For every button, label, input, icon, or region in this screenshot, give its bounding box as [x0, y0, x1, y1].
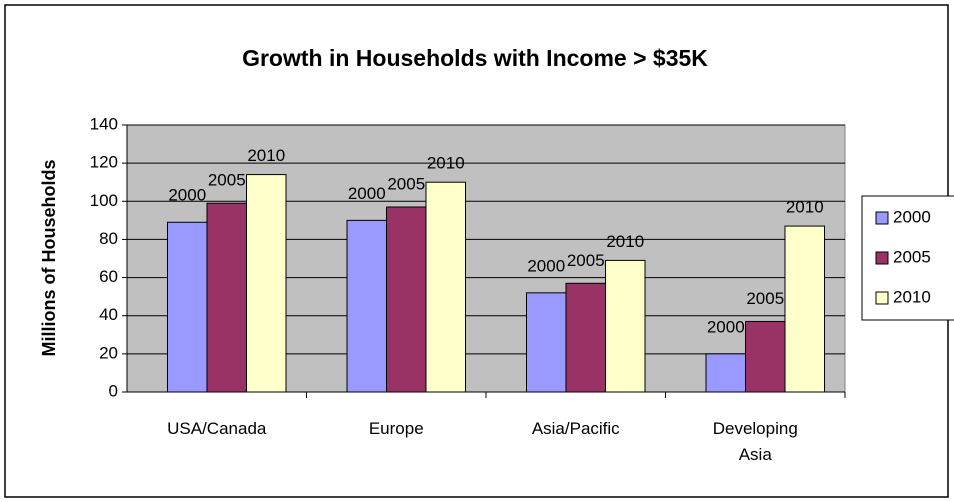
x-tick-label: Developing Asia — [712, 419, 798, 464]
y-tick-label: 20 — [99, 343, 118, 362]
bar — [425, 181, 466, 393]
y-tick-label: 60 — [99, 267, 118, 286]
y-tick-label: 0 — [109, 381, 118, 400]
data-label: 2010 — [606, 232, 644, 251]
y-axis-label: Millions of Households — [39, 160, 59, 357]
bar — [167, 221, 208, 393]
data-label: 2010 — [786, 198, 824, 217]
bar — [526, 292, 567, 393]
bar — [386, 206, 427, 393]
legend-label: 2000 — [893, 207, 931, 226]
data-label: 2005 — [746, 289, 784, 308]
bar — [346, 219, 387, 393]
data-label: 2005 — [208, 171, 246, 190]
bar — [605, 259, 646, 393]
data-label: 2000 — [348, 184, 386, 203]
legend-swatch — [875, 211, 889, 225]
y-tick-label: 40 — [99, 305, 118, 324]
data-label: 2005 — [567, 251, 605, 270]
data-label: 2000 — [168, 186, 206, 205]
bar — [745, 320, 786, 393]
legend-swatch — [875, 291, 889, 305]
chart-title: Growth in Households with Income > $35K — [242, 45, 708, 71]
y-tick-label: 80 — [99, 229, 118, 248]
y-tick-label: 140 — [90, 114, 118, 133]
y-tick-label: 120 — [90, 153, 118, 172]
data-label: 2010 — [427, 154, 465, 173]
data-label: 2000 — [527, 256, 565, 275]
legend-swatch — [875, 251, 889, 265]
bar — [705, 353, 746, 393]
data-label: 2000 — [707, 317, 745, 336]
bar — [246, 174, 287, 393]
legend-label: 2005 — [893, 247, 931, 266]
data-label: 2005 — [387, 174, 425, 193]
x-tick-label: USA/Canada — [167, 419, 267, 438]
y-tick-label: 100 — [90, 191, 118, 210]
data-label: 2010 — [247, 146, 285, 165]
x-tick-label: Europe — [368, 419, 424, 438]
bar — [565, 282, 606, 393]
bar — [206, 202, 247, 393]
legend-label: 2010 — [893, 287, 931, 306]
bar — [784, 225, 825, 393]
x-tick-label: Asia/Pacific — [531, 419, 620, 438]
